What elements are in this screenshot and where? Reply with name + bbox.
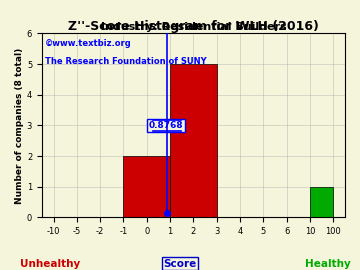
Bar bbox=[170, 64, 217, 217]
Text: Score: Score bbox=[163, 259, 197, 269]
Y-axis label: Number of companies (8 total): Number of companies (8 total) bbox=[15, 47, 24, 204]
Text: Industry: Residential Builders: Industry: Residential Builders bbox=[101, 22, 286, 32]
Title: Z''-Score Histogram for WLH (2016): Z''-Score Histogram for WLH (2016) bbox=[68, 21, 319, 33]
Text: ©www.textbiz.org: ©www.textbiz.org bbox=[45, 39, 132, 48]
Bar bbox=[310, 187, 333, 217]
Text: Unhealthy: Unhealthy bbox=[20, 259, 81, 269]
Bar bbox=[123, 156, 170, 217]
Text: Healthy: Healthy bbox=[305, 259, 351, 269]
Text: 0.8768: 0.8768 bbox=[149, 121, 183, 130]
Text: The Research Foundation of SUNY: The Research Foundation of SUNY bbox=[45, 57, 207, 66]
